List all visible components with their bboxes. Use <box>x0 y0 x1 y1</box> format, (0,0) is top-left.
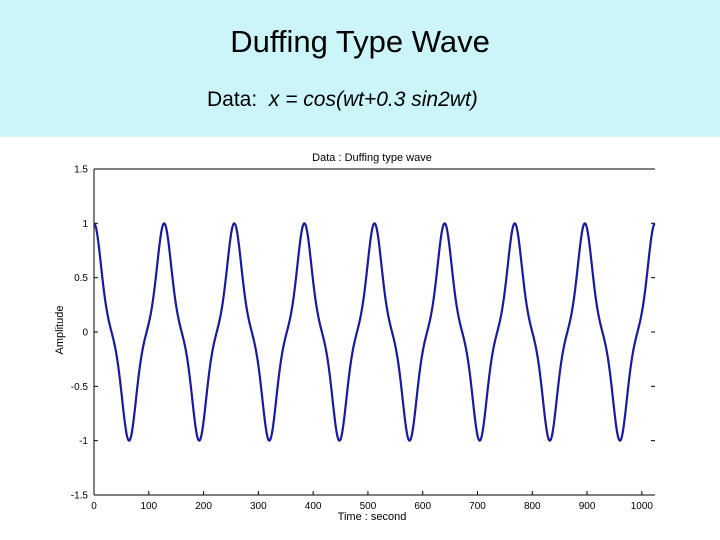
y-tick-label: -1.5 <box>71 491 89 502</box>
x-tick-label: 600 <box>414 501 431 512</box>
y-tick-label: 1 <box>82 219 88 230</box>
x-tick-label: 700 <box>469 501 486 512</box>
x-axis-ticks: 0 100 200 300 400 500 600 700 800 900 1000 <box>91 491 653 512</box>
x-tick-label: 800 <box>524 501 541 512</box>
x-tick-label: 200 <box>195 501 212 512</box>
slide-subtitle: Data: x = cos(wt+0.3 sin2wt) <box>207 88 478 112</box>
slide-title: Duffing Type Wave <box>230 24 490 59</box>
x-axis-label: Time : second <box>338 511 407 523</box>
x-tick-label: 300 <box>250 501 267 512</box>
x-tick-label: 500 <box>360 501 377 512</box>
y-tick-label: -1 <box>79 436 88 447</box>
series-line-duffing-wave <box>93 222 656 442</box>
y-tick-label: -0.5 <box>71 382 89 393</box>
x-tick-label: 1000 <box>631 501 654 512</box>
subtitle-prefix: Data: <box>207 88 269 111</box>
chart-axes <box>93 168 655 496</box>
chart-title: Data : Duffing type wave <box>312 152 432 164</box>
duffing-wave-chart: Data : Duffing type wave 1.5 1 0.5 0 -0.5 -1 -… <box>54 152 656 523</box>
y-tick-label: 0 <box>82 328 88 339</box>
y-axis-ticks: 1.5 1 0.5 0 -0.5 -1 -1.5 <box>71 165 655 502</box>
y-axis-label: Amplitude <box>54 306 66 355</box>
subtitle-formula: x = cos(wt+0.3 sin2wt) <box>268 88 478 111</box>
x-tick-label: 400 <box>305 501 322 512</box>
x-tick-label: 0 <box>91 501 97 512</box>
x-tick-label: 900 <box>579 501 596 512</box>
slide-header: Duffing Type Wave Data: x = cos(wt+0.3 s… <box>0 0 720 137</box>
y-tick-label: 0.5 <box>74 273 88 284</box>
x-tick-label: 100 <box>140 501 157 512</box>
y-tick-label: 1.5 <box>74 165 88 176</box>
